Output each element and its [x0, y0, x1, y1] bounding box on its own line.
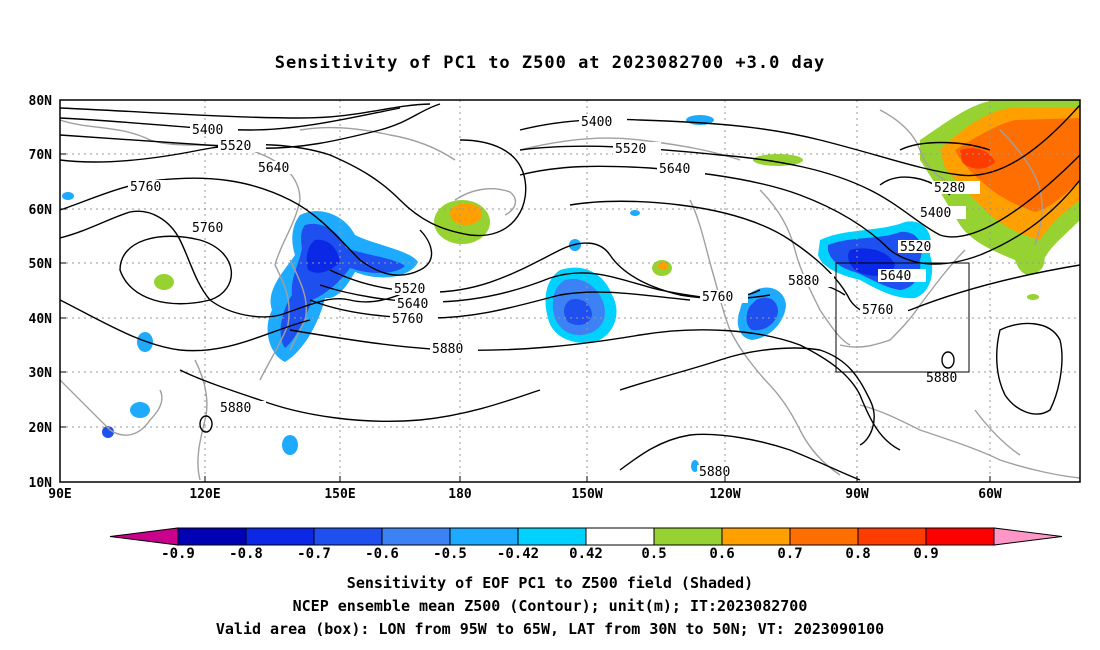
map-frame	[59, 99, 1081, 483]
colorbar-segment	[585, 527, 655, 546]
contour-label: 5880	[788, 274, 819, 289]
contour-label: 5760	[130, 180, 161, 195]
lat-label: 70N	[29, 148, 53, 163]
lat-label: 20N	[29, 421, 53, 436]
colorbar-label: 0.8	[845, 546, 870, 562]
contour-label: 5400	[192, 123, 223, 138]
contour-label: 5760	[702, 290, 733, 305]
contour-label: 5280	[934, 181, 965, 196]
lat-label: 50N	[29, 257, 53, 272]
contour-label: 5520	[900, 240, 931, 255]
lon-label: 90W	[845, 487, 869, 502]
colorbar-segment	[925, 527, 995, 546]
colorbar-label: 0.42	[569, 546, 603, 562]
colorbar-labels: -0.9 -0.8 -0.7 -0.6 -0.5 -0.42 0.42 0.5 …	[161, 546, 939, 562]
gridlines	[60, 100, 1080, 482]
contour-label: 5400	[920, 206, 951, 221]
colorbar-segment	[653, 527, 723, 546]
contour-label: 5640	[880, 269, 911, 284]
latitude-labels: 80N 70N 60N 50N 40N 30N 20N 10N	[29, 94, 53, 491]
colorbar-label: -0.8	[229, 546, 263, 562]
colorbar-label: 0.7	[777, 546, 802, 562]
chart-title: Sensitivity of PC1 to Z500 at 2023082700…	[275, 53, 826, 73]
lat-label: 30N	[29, 366, 53, 381]
contour-label: 5520	[615, 142, 646, 157]
contour-label: 5640	[659, 162, 690, 177]
lon-label: 150E	[324, 487, 355, 502]
contour-label: 5880	[926, 371, 957, 386]
lat-label: 10N	[29, 476, 53, 491]
caption-line-1: Sensitivity of EOF PC1 to Z500 field (Sh…	[347, 574, 753, 592]
contour-label: 5760	[862, 303, 893, 318]
contour-label: 5400	[581, 115, 612, 130]
caption-line-2: NCEP ensemble mean Z500 (Contour); unit(…	[293, 597, 808, 615]
colorbar-segment	[245, 527, 315, 546]
longitude-labels: 90E 120E 150E 180 150W 120W 90W 60W	[48, 487, 1002, 502]
lat-label: 80N	[29, 94, 53, 109]
lat-label: 60N	[29, 203, 53, 218]
colorbar-label: 0.5	[641, 546, 666, 562]
colorbar	[109, 527, 1063, 546]
colorbar-segment	[857, 527, 927, 546]
contour-label: 5520	[394, 282, 425, 297]
valid-area-box	[835, 262, 970, 373]
colorbar-extend-high	[993, 527, 1063, 546]
lon-label: 60W	[978, 487, 1002, 502]
contour-label: 5640	[397, 297, 428, 312]
contour-labels: 5400 5520 5640 5760 5760 5400 5520 5640 …	[128, 115, 980, 480]
axis-ticks	[59, 99, 991, 482]
caption-line-3: Valid area (box): LON from 95W to 65W, L…	[216, 620, 884, 638]
colorbar-label: 0.6	[709, 546, 734, 562]
contour-label: 5760	[192, 221, 223, 236]
contour-label: 5760	[392, 312, 423, 327]
contour-label: 5880	[220, 401, 251, 416]
lon-label: 150W	[571, 487, 602, 502]
contour-label: 5640	[258, 161, 289, 176]
colorbar-segment	[449, 527, 519, 546]
lon-label: 120E	[189, 487, 220, 502]
contour-label: 5880	[432, 342, 463, 357]
colorbar-segment	[381, 527, 451, 546]
colorbar-label: -0.7	[297, 546, 331, 562]
colorbar-segment	[313, 527, 383, 546]
colorbar-label: -0.42	[497, 546, 539, 562]
colorbar-extend-low	[109, 527, 179, 546]
colorbar-label: -0.6	[365, 546, 399, 562]
colorbar-segment	[177, 527, 247, 546]
colorbar-label: -0.9	[161, 546, 195, 562]
colorbar-segment	[517, 527, 587, 546]
colorbar-label: 0.9	[913, 546, 938, 562]
colorbar-label: -0.5	[433, 546, 467, 562]
map-panel: 5400 5520 5640 5760 5760 5400 5520 5640 …	[29, 94, 1081, 502]
lon-label: 120W	[709, 487, 740, 502]
contour-label: 5520	[220, 139, 251, 154]
colorbar-segment	[789, 527, 859, 546]
captions: Sensitivity of EOF PC1 to Z500 field (Sh…	[216, 574, 884, 638]
lat-label: 40N	[29, 312, 53, 327]
lon-label: 90E	[48, 487, 71, 502]
colorbar-segment	[721, 527, 791, 546]
contour-label: 5880	[699, 465, 730, 480]
lon-label: 180	[448, 487, 472, 502]
